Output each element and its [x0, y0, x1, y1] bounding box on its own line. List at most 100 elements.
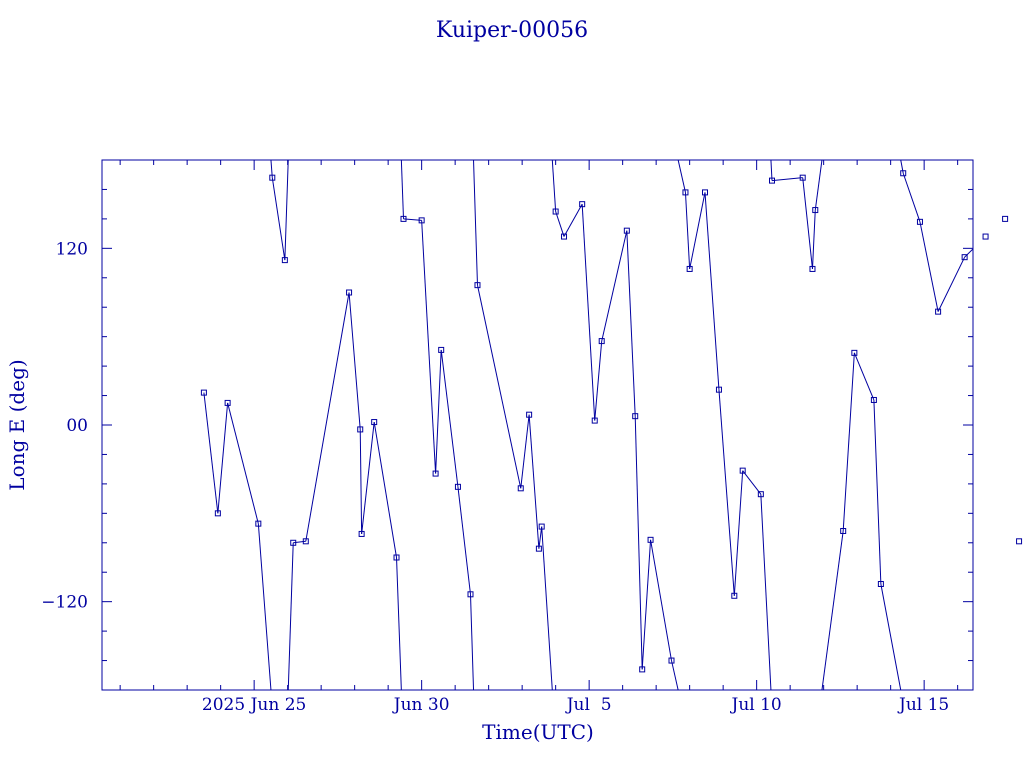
series-segment [964, 248, 973, 258]
data-point [467, 591, 474, 598]
series-segment [563, 203, 583, 237]
series-segment [677, 160, 686, 193]
y-tick-label: −120 [41, 593, 88, 613]
series-segment [902, 173, 921, 222]
series-segment [594, 341, 603, 421]
data-point [432, 470, 439, 477]
data-point [357, 426, 364, 433]
x-tick-label: Jun 30 [392, 695, 450, 715]
data-point [935, 308, 942, 315]
data-point [438, 346, 445, 353]
series-segment [937, 256, 966, 312]
series-segment [440, 349, 459, 487]
series-segment [771, 177, 803, 182]
data-point [632, 413, 639, 420]
series-segment [227, 402, 259, 524]
series-segment [842, 352, 855, 532]
series-segment [217, 402, 229, 514]
data-point [715, 386, 722, 393]
data-point [538, 523, 545, 530]
data-point [281, 257, 288, 264]
series-segment [634, 416, 643, 670]
series-segment [470, 594, 475, 690]
y-tick-label: 00 [66, 416, 88, 436]
y-tick-labels: 120 00 −120 [41, 239, 88, 612]
series-segment [1009, 541, 1019, 690]
data-point [346, 289, 353, 296]
series-segment [689, 192, 706, 270]
data-point [916, 218, 923, 225]
data-point [647, 536, 654, 543]
data-point [598, 338, 605, 345]
data-point [517, 485, 524, 492]
data-point [302, 538, 309, 545]
data-point [214, 510, 221, 517]
series-track [203, 160, 1024, 690]
data-point [731, 592, 738, 599]
series-segment [919, 221, 939, 312]
series-segment [293, 540, 306, 544]
y-axis-label: Long E (deg) [5, 359, 29, 490]
data-point [739, 467, 746, 474]
data-point [255, 520, 262, 527]
data-point [851, 349, 858, 356]
data-point [526, 411, 533, 418]
data-point [393, 554, 400, 561]
x-tick-label: Jul 15 [897, 695, 949, 715]
series-segment [348, 292, 361, 430]
data-point [552, 208, 559, 215]
data-point [474, 282, 481, 289]
series-segment [457, 486, 471, 595]
data-point [769, 177, 775, 184]
data-point [870, 396, 877, 403]
data-point [418, 217, 425, 224]
series-segment [641, 539, 652, 670]
data-point [840, 528, 847, 534]
series-segment [421, 220, 437, 474]
series-segment [555, 211, 565, 237]
series-segment [671, 660, 679, 690]
data-point [702, 189, 708, 196]
series-segment [760, 494, 772, 690]
series-segment [538, 526, 543, 549]
series-segment [400, 160, 404, 219]
data-point [668, 657, 675, 664]
series-segment [650, 539, 672, 661]
series-markers [200, 170, 1023, 673]
series-segment [305, 292, 350, 542]
series-segment [541, 526, 553, 690]
data-point [371, 419, 378, 426]
series-segment [287, 542, 294, 690]
series-segment [811, 210, 816, 269]
data-point [799, 174, 806, 181]
data-point [454, 483, 461, 490]
data-point [639, 666, 646, 673]
series-segment [257, 523, 272, 690]
series-segment [373, 421, 398, 558]
data-point [812, 207, 819, 214]
data-point [757, 491, 764, 498]
data-point [961, 254, 968, 261]
series-segment [1019, 375, 1024, 541]
series-segment [880, 583, 902, 690]
data-point [269, 174, 276, 181]
data-point [1016, 538, 1023, 545]
series-segment [742, 470, 762, 495]
plot-frame [101, 159, 974, 691]
data-point [579, 201, 586, 208]
series-segment [435, 349, 442, 474]
series-segment [1005, 160, 1009, 219]
series-segment [361, 421, 375, 535]
series-segment [873, 399, 882, 585]
x-axis-label: Time(UTC) [482, 720, 594, 744]
series-segment [802, 177, 813, 269]
data-point [686, 265, 693, 272]
data-point [682, 189, 689, 196]
series-segment [684, 192, 691, 269]
series-segment [359, 429, 363, 534]
series-segment [581, 204, 596, 421]
axis-ticks [102, 160, 973, 690]
data-point [591, 417, 598, 424]
series-segment [551, 160, 557, 212]
